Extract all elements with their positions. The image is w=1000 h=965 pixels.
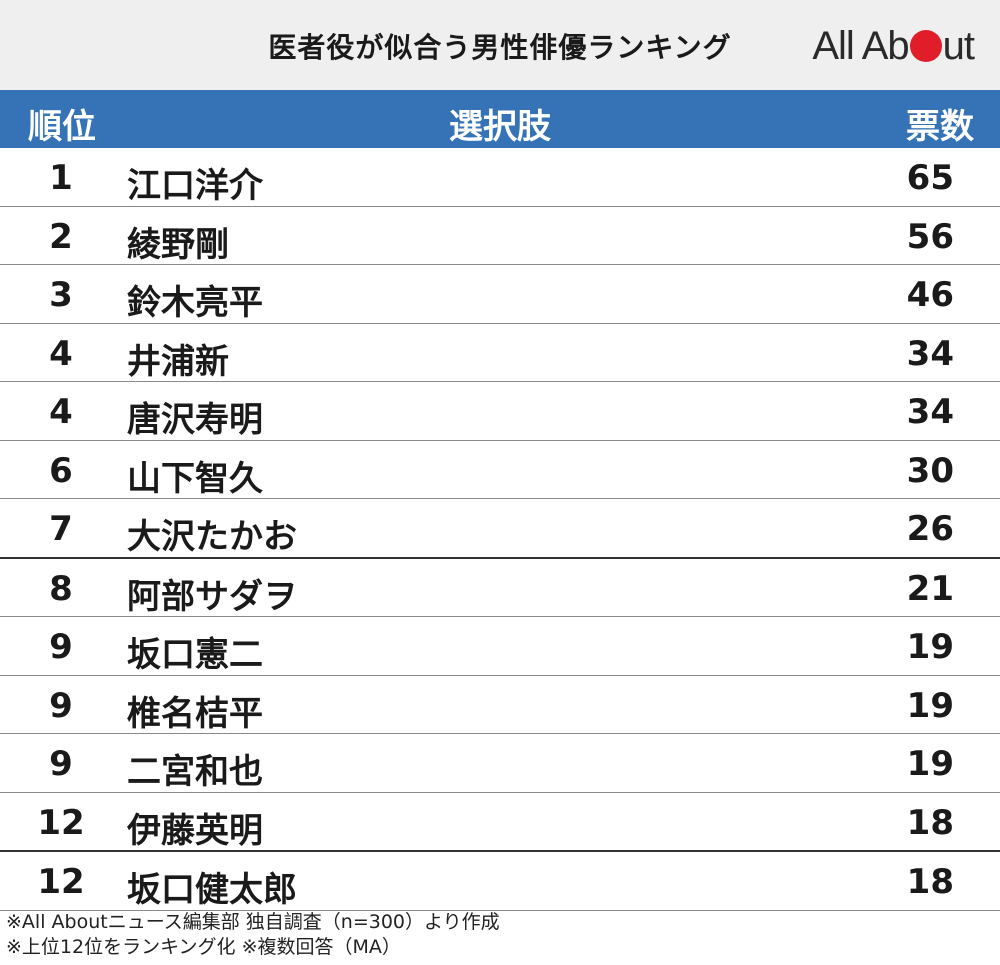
row-name: 二宮和也 (127, 752, 263, 792)
table-header: 選択肢 順位 票数 (0, 90, 1000, 148)
row-rank: 8 (49, 568, 73, 609)
ranking-table: 1 江口洋介 65 2 綾野剛 56 3 鈴木亮平 46 4 井浦新 34 4 唐沢寿明 34 6 山下智久 30… (0, 148, 1000, 911)
footnote-source: ※All Aboutニュース編集部 独自調査（n=300）より作成 (6, 911, 500, 933)
row-rank: 1 (49, 158, 73, 198)
row-name: 阿部サダヲ (127, 576, 297, 617)
logo-text-right: ut (942, 24, 975, 68)
row-votes: 19 (906, 685, 954, 726)
row-name: 伊藤英明 (127, 810, 263, 851)
row-rank: 2 (49, 216, 73, 257)
row-rank: 4 (49, 333, 73, 374)
row-name: 椎名桔平 (127, 693, 263, 734)
row-rank: 12 (37, 862, 85, 902)
row-name: 鈴木亮平 (127, 283, 263, 323)
row-rank: 3 (49, 275, 73, 315)
header-name: 選択肢 (449, 107, 551, 147)
table-row: 9 坂口憲二 19 (0, 617, 1000, 676)
row-votes: 56 (906, 216, 954, 257)
table-row: 3 鈴木亮平 46 (0, 265, 1000, 324)
row-rank: 12 (37, 802, 85, 843)
title-banner: 医者役が似合う男性俳優ランキング All Ab ut (0, 0, 1000, 90)
row-votes: 34 (906, 333, 954, 374)
row-rank: 9 (49, 685, 73, 726)
logo-red-dot (909, 30, 942, 62)
table-row: 9 椎名桔平 19 (0, 676, 1000, 734)
row-votes: 65 (906, 158, 954, 198)
table-row: 1 江口洋介 65 (0, 148, 1000, 207)
table-row: 8 阿部サダヲ 21 (0, 559, 1000, 617)
row-votes: 30 (906, 450, 954, 491)
table-row: 7 大沢たかお 26 (0, 499, 1000, 559)
row-votes: 46 (906, 275, 954, 315)
row-votes: 18 (906, 802, 954, 843)
logo-text-left: All Ab (812, 24, 909, 68)
header-rank: 順位 (28, 107, 96, 147)
footnote-method: ※上位12位をランキング化 ※複数回答（MA） (6, 936, 401, 958)
row-rank: 7 (49, 509, 73, 549)
row-name: 井浦新 (127, 341, 229, 382)
table-row: 4 井浦新 34 (0, 324, 1000, 382)
chart-title: 医者役が似合う男性俳優ランキング (268, 31, 732, 64)
row-votes: 26 (906, 509, 954, 549)
row-votes: 34 (906, 392, 954, 432)
row-votes: 21 (906, 568, 954, 609)
row-votes: 18 (906, 862, 954, 902)
row-votes: 19 (906, 627, 954, 667)
table-row: 6 山下智久 30 (0, 441, 1000, 499)
footnotes: ※All Aboutニュース編集部 独自調査（n=300）より作成 ※上位12位… (6, 910, 500, 960)
row-name: 山下智久 (127, 458, 263, 499)
table-row: 9 二宮和也 19 (0, 734, 1000, 793)
allabout-logo: All Ab ut (812, 24, 975, 69)
row-name: 綾野剛 (127, 224, 229, 265)
table-row: 2 綾野剛 56 (0, 207, 1000, 265)
row-rank: 9 (49, 627, 73, 667)
row-name: 坂口健太郎 (127, 870, 297, 910)
row-name: 大沢たかお (127, 517, 297, 557)
row-name: 坂口憲二 (127, 635, 263, 675)
row-name: 江口洋介 (127, 166, 263, 206)
table-row: 4 唐沢寿明 34 (0, 382, 1000, 441)
row-rank: 4 (49, 392, 73, 432)
table-row: 12 伊藤英明 18 (0, 793, 1000, 852)
row-rank: 6 (49, 450, 73, 491)
row-name: 唐沢寿明 (127, 400, 263, 440)
header-votes: 票数 (906, 107, 974, 147)
row-votes: 19 (906, 744, 954, 784)
table-row: 12 坂口健太郎 18 (0, 852, 1000, 911)
row-rank: 9 (49, 744, 73, 784)
